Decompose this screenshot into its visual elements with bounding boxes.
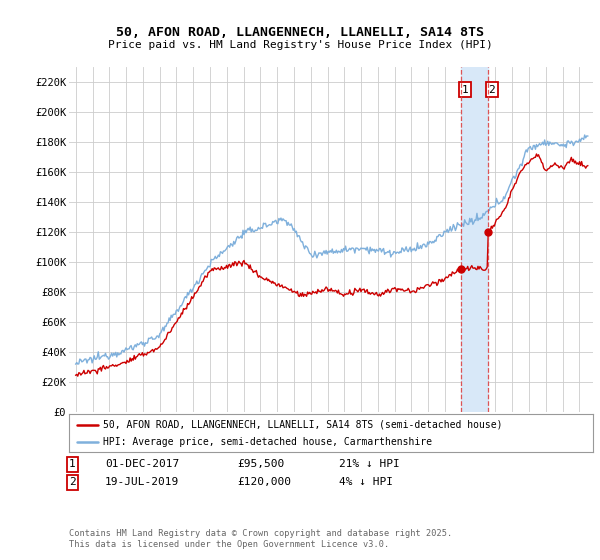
Text: 19-JUL-2019: 19-JUL-2019 [105,477,179,487]
Text: 50, AFON ROAD, LLANGENNECH, LLANELLI, SA14 8TS (semi-detached house): 50, AFON ROAD, LLANGENNECH, LLANELLI, SA… [103,419,503,430]
Text: 2: 2 [488,85,495,95]
Text: 4% ↓ HPI: 4% ↓ HPI [339,477,393,487]
Text: Contains HM Land Registry data © Crown copyright and database right 2025.
This d: Contains HM Land Registry data © Crown c… [69,529,452,549]
Bar [461,67,488,412]
Text: 21% ↓ HPI: 21% ↓ HPI [339,459,400,469]
Text: HPI: Average price, semi-detached house, Carmarthenshire: HPI: Average price, semi-detached house,… [103,437,432,447]
Text: 50, AFON ROAD, LLANGENNECH, LLANELLI, SA14 8TS: 50, AFON ROAD, LLANGENNECH, LLANELLI, SA… [116,26,484,39]
Text: Price paid vs. HM Land Registry's House Price Index (HPI): Price paid vs. HM Land Registry's House … [107,40,493,50]
Text: 01-DEC-2017: 01-DEC-2017 [105,459,179,469]
Text: £95,500: £95,500 [237,459,284,469]
Text: 1: 1 [461,85,468,95]
Text: 2: 2 [69,477,76,487]
Text: £120,000: £120,000 [237,477,291,487]
Text: 1: 1 [69,459,76,469]
